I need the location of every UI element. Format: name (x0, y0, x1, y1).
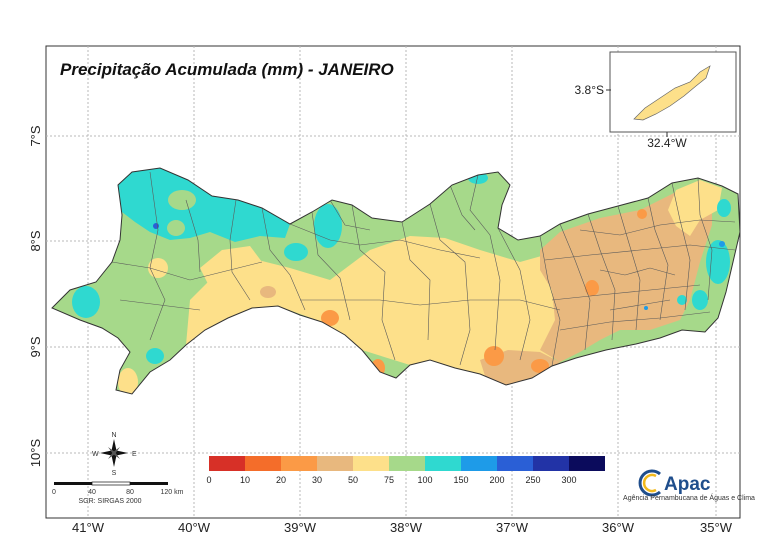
lon-label: 39°W (284, 520, 317, 535)
scale-tick: 0 (52, 489, 56, 496)
legend-break-label: 10 (240, 475, 250, 485)
lon-label: 41°W (72, 520, 105, 535)
zone-30-50-east (540, 185, 712, 362)
longitude-labels: 41°W 40°W 39°W 38°W 37°W 36°W 35°W (72, 520, 733, 535)
scale-bar: 0 40 80 120 km SGR: SIRGAS 2000 (52, 481, 184, 505)
zone-75-100-nw2 (167, 220, 185, 236)
lon-label: 40°W (178, 520, 211, 535)
compass-s: S (112, 470, 117, 477)
legend-break-label: 250 (525, 475, 540, 485)
legend-swatch (317, 456, 353, 471)
zone-100-150-e3 (717, 199, 731, 217)
legend-swatch (569, 456, 605, 471)
legend-break-label: 200 (489, 475, 504, 485)
scale-tick: 80 (126, 489, 134, 496)
legend-swatch (353, 456, 389, 471)
logo-icon (638, 469, 661, 497)
compass-w: W (92, 451, 99, 458)
lat-label: 8°S (28, 230, 43, 251)
legend-swatch (281, 456, 317, 471)
legend-swatch (533, 456, 569, 471)
legend: 0 10 20 30 50 75 100 150 200 250 300 (206, 456, 605, 485)
legend-break-label: 150 (453, 475, 468, 485)
zone-75-100-nw1 (168, 190, 196, 210)
lon-label: 35°W (700, 520, 733, 535)
zone-100-150-nw (118, 168, 290, 242)
zone-100-150-sw (146, 348, 164, 364)
legend-break-label: 100 (417, 475, 432, 485)
legend-swatch (209, 456, 245, 471)
legend-break-label: 75 (384, 475, 394, 485)
zone-50-75-east (668, 180, 722, 236)
lat-label: 9°S (28, 336, 43, 357)
zone-20-30-spot5 (585, 280, 599, 296)
zone-100-150-e2 (692, 290, 708, 310)
scale-tick: 120 km (161, 489, 184, 496)
crs-label: SGR: SIRGAS 2000 (78, 498, 141, 505)
north-arrow: N S E W (92, 432, 137, 477)
zone-150-200-spot1 (153, 223, 159, 229)
zone-20-30-spot6 (637, 209, 647, 219)
apac-logo: Apac Agência Pernambucana de Águas e Cli… (623, 469, 755, 502)
map-title: Precipitação Acumulada (mm) - JANEIRO (60, 60, 394, 79)
zone-50-75-spot1 (148, 258, 168, 278)
legend-swatch (425, 456, 461, 471)
zone-50-75 (186, 236, 575, 385)
latitude-labels: 7°S 8°S 9°S 10°S (28, 125, 43, 467)
lon-label: 38°W (390, 520, 423, 535)
compass-e: E (132, 451, 137, 458)
legend-break-label: 0 (206, 475, 211, 485)
legend-break-label: 30 (312, 475, 322, 485)
zone-20-30-spot4 (531, 359, 549, 373)
lat-label: 7°S (28, 125, 43, 146)
zone-20-30-spot3 (484, 346, 504, 366)
state-outline (51, 167, 741, 395)
legend-swatch (389, 456, 425, 471)
zone-100-150-e4 (677, 295, 687, 305)
inset-lon-label: 32.4°W (647, 136, 687, 150)
zone-100-150-mid2 (284, 243, 308, 261)
legend-break-label: 300 (561, 475, 576, 485)
lon-label: 36°W (602, 520, 635, 535)
scale-tick: 40 (88, 489, 96, 496)
municipal-boundaries (111, 171, 736, 367)
compass-n: N (111, 432, 116, 439)
legend-break-label: 50 (348, 475, 358, 485)
inset-map: 3.8°S 32.4°W (575, 51, 737, 150)
zone-30-50-spot1 (260, 286, 276, 298)
zone-50-75-north (200, 246, 262, 288)
legend-swatch (497, 456, 533, 471)
logo-subtitle: Agência Pernambucana de Águas e Clima (623, 493, 755, 502)
legend-break-label: 20 (276, 475, 286, 485)
zone-150-200-spot3 (644, 306, 648, 310)
legend-swatch (245, 456, 281, 471)
legend-swatch (461, 456, 497, 471)
zone-50-75-spot2 (118, 368, 138, 394)
zone-100-150-west (72, 286, 100, 318)
lon-label: 37°W (496, 520, 529, 535)
zone-100-150-mid1 (314, 204, 342, 248)
logo-name: Apac (664, 474, 711, 495)
inset-lat-label: 3.8°S (575, 83, 604, 97)
zone-150-200-spot2 (719, 241, 725, 247)
lat-label: 10°S (28, 439, 43, 468)
zone-20-30-spot1 (321, 310, 339, 326)
inset-island (633, 65, 711, 121)
